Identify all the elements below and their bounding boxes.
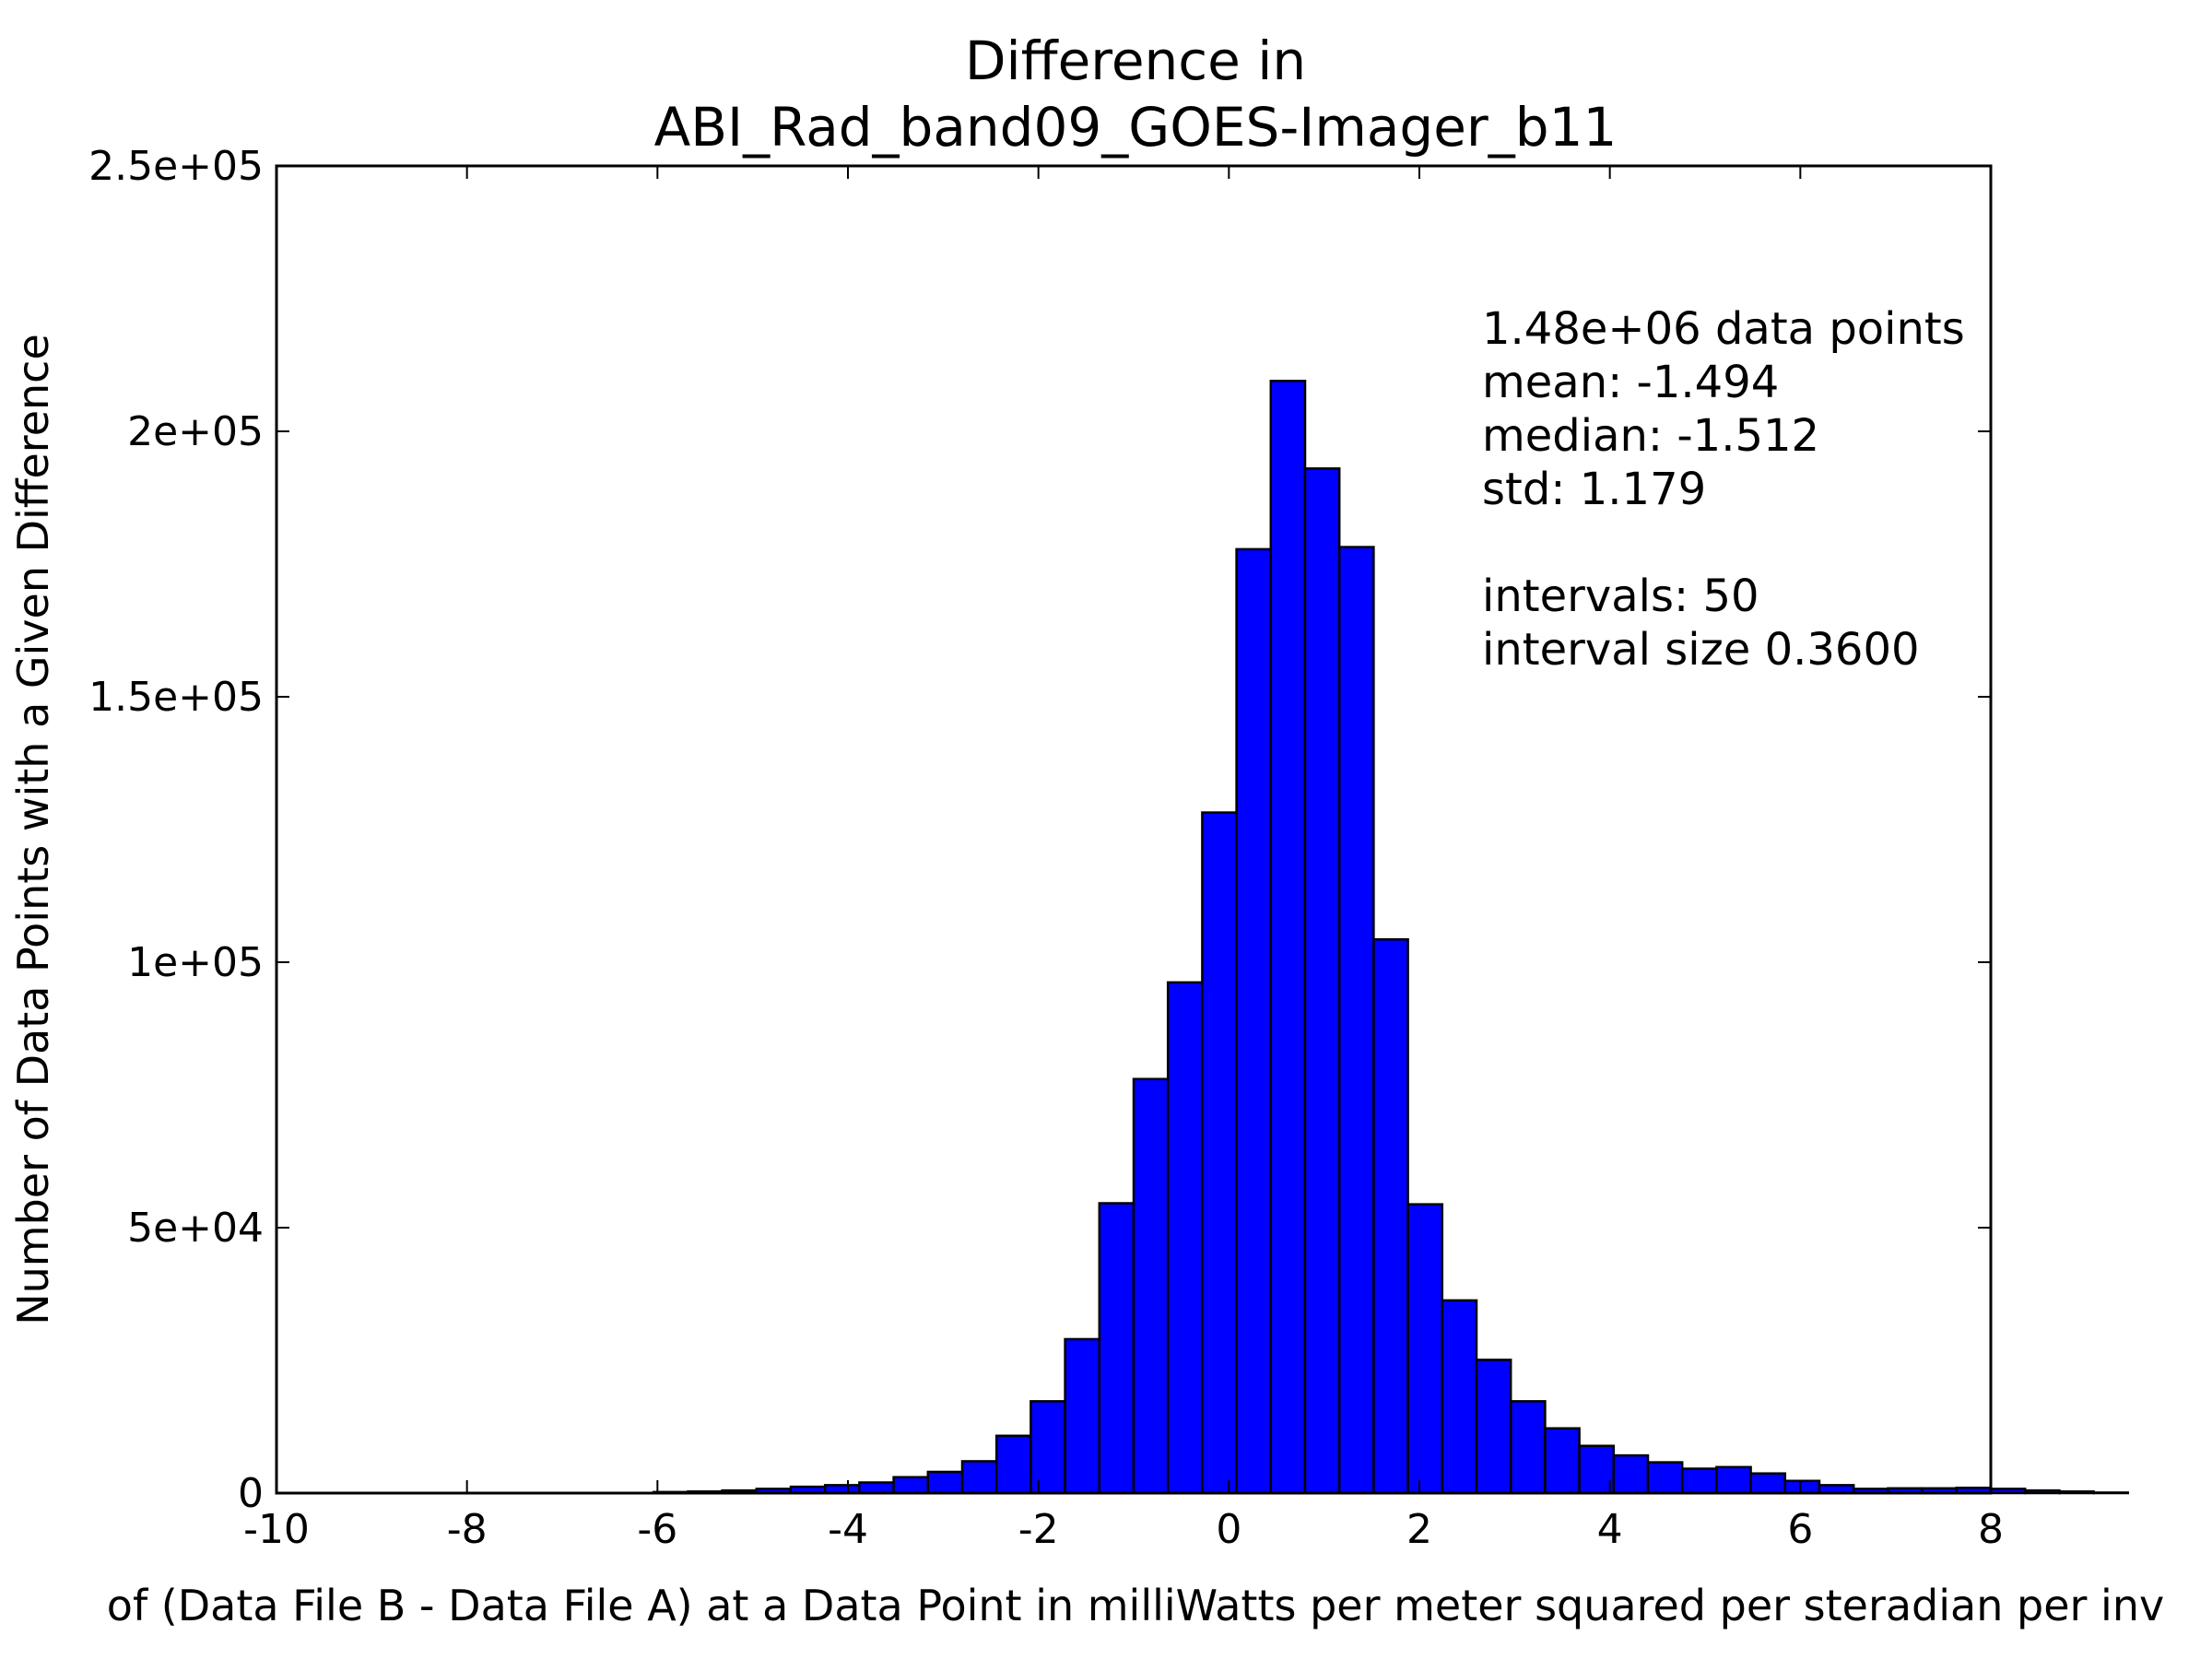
stats-median: median: -1.512 — [1482, 410, 1819, 462]
histogram-bar — [1406, 1203, 1444, 1495]
stats-intervals: intervals: 50 — [1482, 571, 1759, 622]
y-tick-label: 2.5e+05 — [88, 143, 264, 190]
histogram-bar — [1132, 1077, 1170, 1495]
plot-frame — [275, 164, 1993, 1495]
x-tick-label: 4 — [1597, 1506, 1623, 1553]
stats-data-points: 1.48e+06 data points — [1482, 303, 1965, 355]
x-tick-label: -10 — [243, 1506, 310, 1553]
histogram-bar — [960, 1460, 998, 1495]
histogram-bar — [1475, 1359, 1512, 1495]
histogram-bar — [1030, 1400, 1066, 1495]
histogram-bar — [1269, 380, 1307, 1495]
histogram-bars — [652, 380, 2130, 1495]
histogram-bar — [1715, 1465, 1752, 1495]
stats-mean: mean: -1.494 — [1482, 357, 1779, 408]
histogram-bar — [2058, 1490, 2095, 1495]
x-tick-label: 2 — [1406, 1506, 1432, 1553]
x-axis-label: of (Data File B - Data File A) at a Data… — [107, 1581, 2164, 1630]
histogram-bar — [1441, 1299, 1478, 1495]
y-tick-label: 1.5e+05 — [88, 674, 264, 721]
x-tick-label: 0 — [1216, 1506, 1241, 1553]
histogram-bar — [892, 1476, 930, 1495]
x-tick-label: 8 — [1978, 1506, 2004, 1553]
x-tick-label: -6 — [637, 1506, 677, 1553]
histogram-bar — [1166, 981, 1204, 1495]
histogram-bar — [1509, 1400, 1547, 1495]
y-axis-label: Number of Data Points with a Given Diffe… — [8, 334, 58, 1325]
histogram-bar — [1544, 1427, 1581, 1495]
y-tick-label: 1e+05 — [127, 939, 264, 986]
histogram-bar — [1989, 1488, 2027, 1495]
histogram-bar — [1235, 547, 1273, 1495]
histogram-bar — [1783, 1479, 1821, 1495]
x-tick-label: 6 — [1787, 1506, 1813, 1553]
chart-title-line1: Difference in — [965, 29, 1306, 92]
histogram-bar — [2023, 1488, 2061, 1495]
tick-labels: -10 -8 -6 -4 -2 0 2 4 6 8 0 5e+04 1e+05 1.5e+05 2e+05 2… — [88, 143, 2004, 1553]
y-tick-label: 5e+04 — [127, 1205, 264, 1252]
histogram-bar — [1749, 1472, 1787, 1495]
histogram-bar — [1201, 811, 1238, 1495]
histogram-bar — [2092, 1491, 2130, 1495]
x-tick-label: -4 — [828, 1506, 868, 1553]
x-tick-label: -8 — [447, 1506, 488, 1553]
histogram-bar — [994, 1434, 1032, 1495]
y-tick-label: 0 — [238, 1470, 264, 1517]
histogram-bar — [1372, 937, 1409, 1495]
stats-std: std: 1.179 — [1482, 464, 1706, 515]
histogram-bar — [1337, 546, 1375, 1495]
histogram-bar — [1646, 1461, 1684, 1495]
histogram-bar — [1612, 1453, 1650, 1495]
stats-annotation: 1.48e+06 data points mean: -1.494 median… — [1482, 303, 1965, 676]
chart-title-line2: ABI_Rad_band09_GOES-Imager_b11 — [654, 96, 1618, 159]
y-tick-label: 2e+05 — [127, 408, 264, 455]
histogram-bar — [926, 1470, 964, 1495]
histogram-bar — [1578, 1444, 1616, 1495]
x-tick-label: -2 — [1018, 1506, 1059, 1553]
histogram-bar — [1303, 467, 1341, 1495]
histogram-bar — [1064, 1337, 1101, 1495]
histogram-bar — [1680, 1467, 1718, 1495]
histogram-bar — [858, 1481, 895, 1495]
stats-interval-size: interval size 0.3600 — [1482, 624, 1920, 676]
histogram-bar — [1098, 1202, 1135, 1495]
